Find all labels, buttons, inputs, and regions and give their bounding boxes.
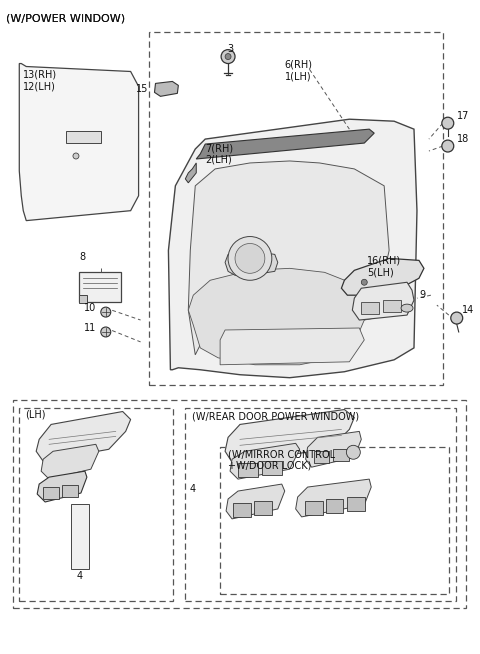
Polygon shape <box>41 444 99 479</box>
Text: 18: 18 <box>457 134 469 144</box>
Text: 11: 11 <box>84 323 96 333</box>
Text: 8: 8 <box>79 252 85 262</box>
Polygon shape <box>352 283 414 320</box>
Circle shape <box>101 327 111 337</box>
Polygon shape <box>296 479 371 517</box>
Polygon shape <box>230 443 300 479</box>
Circle shape <box>73 153 79 159</box>
Bar <box>305 501 323 515</box>
Bar <box>325 499 343 513</box>
Polygon shape <box>226 484 285 519</box>
Bar <box>220 447 449 594</box>
Text: 16(RH)
5(LH): 16(RH) 5(LH) <box>367 256 401 277</box>
Polygon shape <box>225 409 354 462</box>
Bar <box>334 449 349 461</box>
Text: 7(RH)
2(LH): 7(RH) 2(LH) <box>205 143 233 165</box>
Circle shape <box>451 312 463 324</box>
Polygon shape <box>306 432 361 467</box>
Text: 13(RH)
12(LH): 13(RH) 12(LH) <box>23 69 58 91</box>
Ellipse shape <box>401 304 413 312</box>
Bar <box>254 501 272 515</box>
Text: 10: 10 <box>84 303 96 313</box>
Text: 17: 17 <box>457 111 469 121</box>
Polygon shape <box>19 63 139 220</box>
Bar <box>79 272 120 302</box>
Text: 6(RH)
1(LH): 6(RH) 1(LH) <box>285 60 313 81</box>
Polygon shape <box>225 250 278 275</box>
Text: 14: 14 <box>462 305 474 315</box>
Circle shape <box>442 117 454 129</box>
Bar <box>71 504 89 568</box>
Text: (W/REAR DOOR POWER WINDOW): (W/REAR DOOR POWER WINDOW) <box>192 411 360 422</box>
Polygon shape <box>220 328 364 365</box>
Text: (W/POWER WINDOW): (W/POWER WINDOW) <box>6 14 125 24</box>
Text: 9: 9 <box>419 290 425 300</box>
Circle shape <box>221 50 235 63</box>
Text: (LH): (LH) <box>25 409 46 419</box>
Circle shape <box>225 54 231 60</box>
Polygon shape <box>37 471 87 502</box>
Bar <box>79 295 87 303</box>
Circle shape <box>347 445 360 459</box>
Bar <box>361 302 379 314</box>
Polygon shape <box>188 161 389 355</box>
Bar <box>348 497 365 511</box>
Bar <box>383 300 401 312</box>
Circle shape <box>442 140 454 152</box>
Circle shape <box>228 237 272 281</box>
Circle shape <box>235 243 265 273</box>
Bar <box>313 451 329 463</box>
Bar <box>62 485 78 497</box>
Text: (W/POWER WINDOW): (W/POWER WINDOW) <box>6 14 125 24</box>
Polygon shape <box>341 258 424 295</box>
Text: 15: 15 <box>136 84 148 94</box>
Circle shape <box>361 279 367 285</box>
Bar <box>185 407 456 602</box>
Polygon shape <box>188 268 364 365</box>
Polygon shape <box>185 163 196 183</box>
Polygon shape <box>155 82 179 96</box>
Bar <box>238 463 258 477</box>
Polygon shape <box>66 131 101 143</box>
Bar <box>13 400 466 608</box>
Bar <box>19 407 173 602</box>
Bar <box>262 461 282 475</box>
Text: 3: 3 <box>227 44 233 54</box>
Bar <box>233 503 251 517</box>
Polygon shape <box>196 129 374 159</box>
Bar <box>43 487 59 499</box>
Polygon shape <box>168 119 417 378</box>
Circle shape <box>101 307 111 317</box>
Polygon shape <box>36 411 131 461</box>
Bar <box>148 31 443 385</box>
Text: 4: 4 <box>189 484 195 494</box>
Text: 4: 4 <box>77 570 83 581</box>
Text: (W/MIRROR CONTROL
+W/DOOR LOCK): (W/MIRROR CONTROL +W/DOOR LOCK) <box>228 449 335 471</box>
